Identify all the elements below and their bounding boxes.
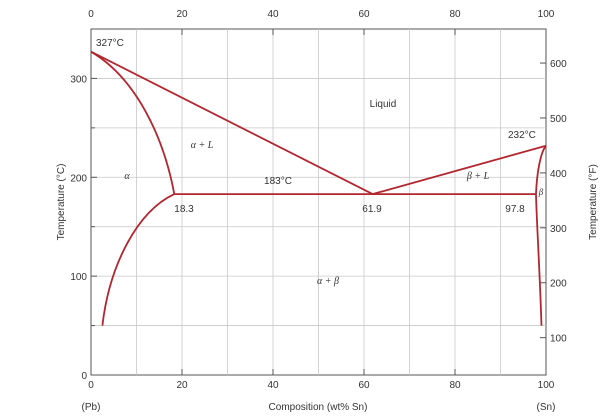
- alpha-solidus: [90, 50, 176, 195]
- x-bottom-tick-label: 60: [358, 380, 370, 391]
- liquidus-right-line: [372, 144, 547, 195]
- x-left-end-label: (Pb): [82, 402, 101, 413]
- y-right-tick-label: 400: [550, 169, 567, 180]
- beta-solidus: [535, 145, 547, 195]
- label-beta: β: [538, 187, 544, 197]
- x-axis-label: Composition (wt% Sn): [269, 402, 368, 413]
- phase-boundaries: [90, 50, 547, 326]
- tick-marks: [90, 29, 547, 376]
- annotation-beta-limit: 97.8: [505, 204, 525, 215]
- y-right-tick-label: 200: [550, 279, 567, 290]
- liquidus-left-line: [90, 50, 374, 195]
- x-right-end-label: (Sn): [537, 402, 556, 413]
- y-right-tick-label: 500: [550, 114, 567, 125]
- x-top-tick-label: 40: [267, 9, 279, 20]
- y-left-tick-label: 0: [81, 371, 87, 382]
- y-left-tick-label: 300: [70, 74, 87, 85]
- x-top-tick-label: 20: [176, 9, 188, 20]
- annotation-eutectic-temp: 183°C: [264, 176, 292, 187]
- y-right-axis-label: Temperature (°F): [588, 164, 599, 240]
- annotation-alpha-limit: 18.3: [174, 204, 194, 215]
- label-alpha-plus-liquid: α + L: [191, 140, 214, 151]
- x-bottom-tick-label: 20: [176, 380, 188, 391]
- label-beta-plus-liquid: β + L: [466, 171, 490, 182]
- label-alpha-plus-beta: α + β: [317, 276, 339, 287]
- x-bottom-tick-label: 40: [267, 380, 279, 391]
- x-bottom-tick-label: 0: [88, 380, 94, 391]
- annotation-sn-melting: 232°C: [508, 130, 536, 141]
- label-liquid: Liquid: [370, 99, 397, 110]
- x-top-tick-label: 100: [538, 9, 555, 20]
- y-left-tick-label: 200: [70, 173, 87, 184]
- label-alpha: α: [124, 171, 130, 182]
- x-top-tick-label: 60: [358, 9, 370, 20]
- y-right-tick-label: 600: [550, 59, 567, 70]
- x-top-tick-label: 0: [88, 9, 94, 20]
- y-left-tick-label: 100: [70, 272, 87, 283]
- tick-labels: 0020204040606080801001000100200300100200…: [70, 9, 567, 391]
- annotation-eutectic-comp: 61.9: [362, 204, 382, 215]
- beta-solvus: [535, 194, 543, 326]
- y-right-tick-label: 300: [550, 224, 567, 235]
- x-bottom-tick-label: 100: [538, 380, 555, 391]
- x-top-tick-label: 80: [449, 9, 461, 20]
- alpha-solvus: [101, 193, 175, 326]
- grid: [91, 29, 546, 375]
- y-right-tick-label: 100: [550, 334, 567, 345]
- annotation-pb-melting: 327°C: [96, 38, 124, 49]
- y-left-axis-label: Temperature (°C): [56, 164, 67, 241]
- x-bottom-tick-label: 80: [449, 380, 461, 391]
